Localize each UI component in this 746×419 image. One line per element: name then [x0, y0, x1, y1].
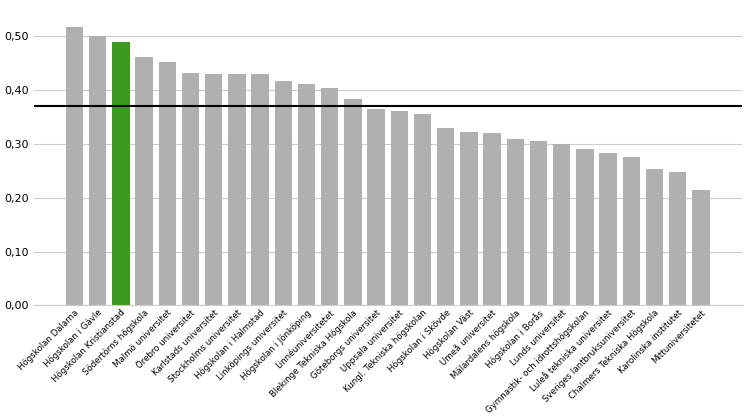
Bar — [321, 88, 339, 305]
Bar — [646, 169, 663, 305]
Bar — [600, 153, 617, 305]
Bar — [391, 111, 408, 305]
Bar — [159, 62, 176, 305]
Bar — [298, 84, 316, 305]
Bar — [483, 133, 501, 305]
Bar — [669, 172, 686, 305]
Bar — [182, 73, 199, 305]
Bar — [275, 80, 292, 305]
Bar — [460, 132, 477, 305]
Bar — [136, 57, 153, 305]
Bar — [89, 36, 107, 305]
Bar — [112, 42, 130, 305]
Bar — [553, 144, 571, 305]
Bar — [205, 74, 222, 305]
Bar — [623, 158, 640, 305]
Bar — [576, 150, 594, 305]
Bar — [507, 139, 524, 305]
Bar — [344, 99, 362, 305]
Bar — [228, 74, 245, 305]
Bar — [692, 190, 709, 305]
Bar — [66, 27, 84, 305]
Bar — [368, 109, 385, 305]
Bar — [530, 141, 548, 305]
Bar — [251, 74, 269, 305]
Bar — [414, 114, 431, 305]
Bar — [437, 128, 454, 305]
